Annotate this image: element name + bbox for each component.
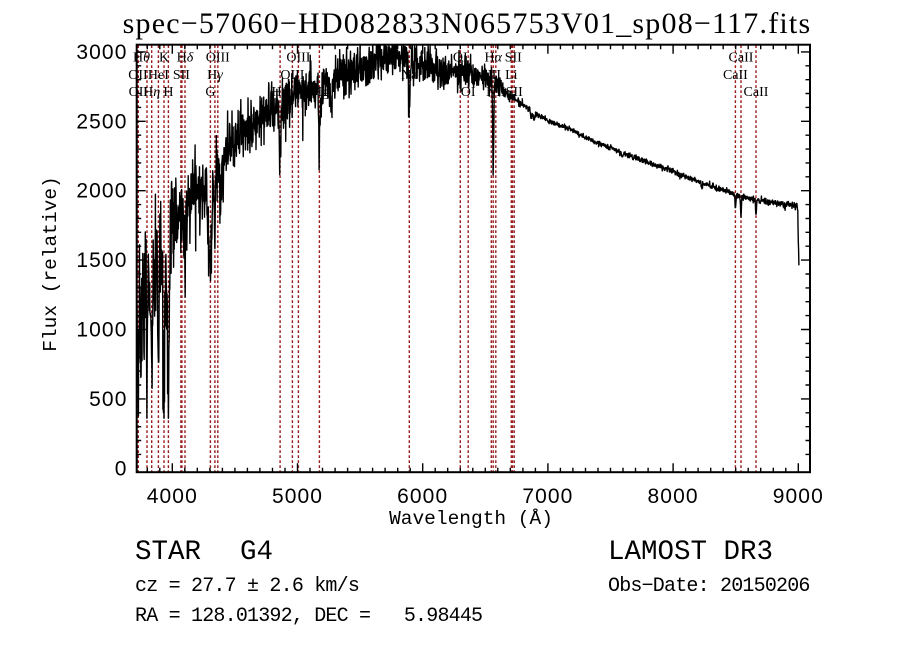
svg-text:3000: 3000 [76,41,127,64]
svg-text:RA = 128.01392, DEC = 5.9844: RA = 128.01392, DEC = 5.98445 [135,605,482,628]
svg-text:G4: G4 [240,537,273,568]
svg-text:CaII: CaII [723,68,748,83]
svg-text:Obs−Date: 20150206: Obs−Date: 20150206 [608,575,810,598]
svg-text:OII: OII [128,68,148,83]
svg-text:Flux (relative): Flux (relative) [40,176,62,352]
svg-text:2500: 2500 [76,110,127,133]
svg-text:G: G [205,85,215,100]
svg-text:OI: OI [461,85,476,100]
svg-text:OIII: OIII [286,51,310,66]
svg-text:5000: 5000 [272,485,323,508]
svg-text:6000: 6000 [397,485,448,508]
svg-text:spec−57060−HD082833N065753V01_: spec−57060−HD082833N065753V01_sp08−117.f… [123,7,812,40]
svg-text:K: K [159,51,169,66]
svg-text:CaII: CaII [744,85,769,100]
svg-text:SII: SII [505,51,522,66]
svg-text:Hγ: Hγ [207,68,223,83]
svg-text:Hδ: Hδ [177,51,194,66]
svg-text:2000: 2000 [76,180,127,203]
svg-text:9000: 9000 [773,485,824,508]
svg-text:0: 0 [115,457,128,480]
svg-text:4000: 4000 [147,485,198,508]
svg-text:CaII: CaII [729,51,754,66]
svg-text:HeI: HeI [148,68,169,83]
svg-text:Hθ: Hθ [133,51,150,66]
svg-text:OIII: OIII [206,51,230,66]
svg-text:Li: Li [505,68,518,83]
svg-text:cz = 27.7 ± 2.6 km/s: cz = 27.7 ± 2.6 km/s [135,575,359,598]
svg-text:Hη: Hη [143,85,160,100]
svg-text:8000: 8000 [648,485,699,508]
svg-text:7000: 7000 [522,485,573,508]
svg-text:1500: 1500 [76,249,127,272]
svg-text:Hα: Hα [484,51,502,66]
svg-text:1000: 1000 [76,319,127,342]
svg-text:OIII: OIII [280,68,304,83]
svg-text:500: 500 [89,388,127,411]
svg-text:LAMOST DR3: LAMOST DR3 [608,537,773,568]
svg-text:Wavelength (Å): Wavelength (Å) [389,508,553,530]
svg-text:SII: SII [173,68,190,83]
svg-text:STAR: STAR [135,537,201,568]
svg-text:OII: OII [129,85,149,100]
svg-text:H: H [163,85,173,100]
